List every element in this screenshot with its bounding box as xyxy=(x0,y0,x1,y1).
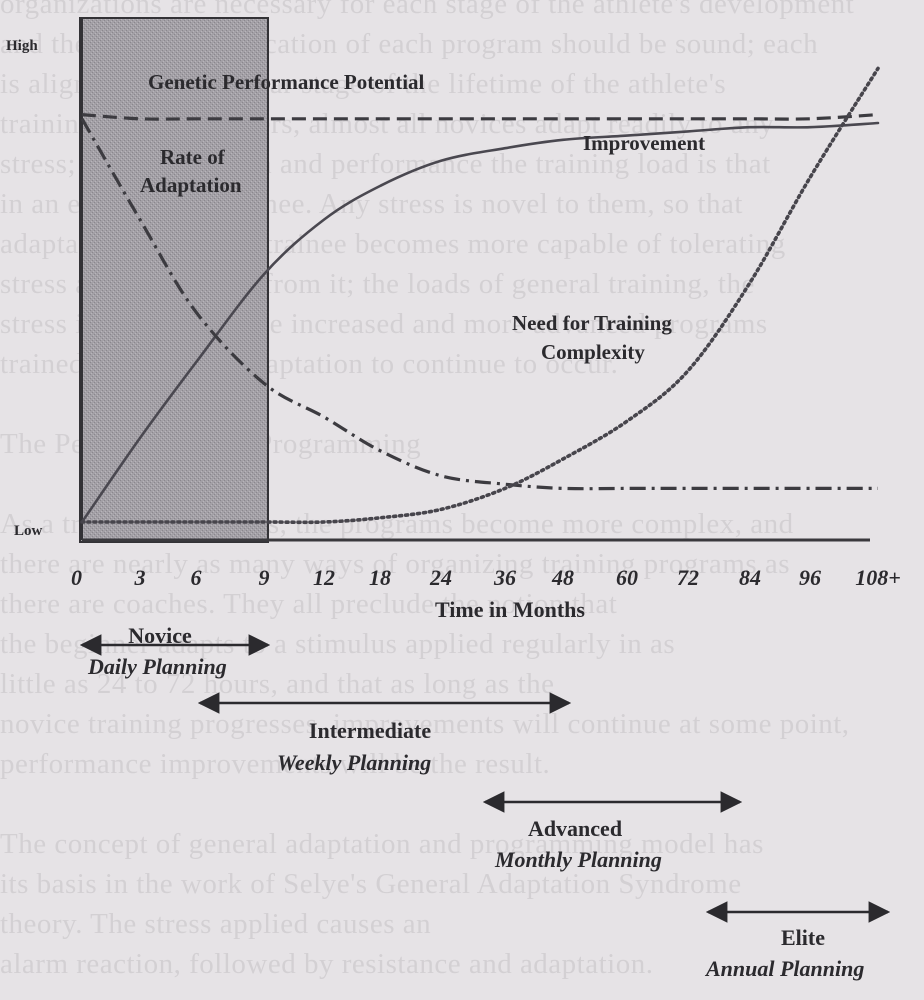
x-tick-label: 3 xyxy=(134,565,146,590)
x-tick-label: 60 xyxy=(616,565,638,590)
stage-name-advanced: Advanced xyxy=(528,816,622,841)
x-axis-label: Time in Months xyxy=(435,597,585,622)
x-tick-label: 12 xyxy=(313,565,335,590)
x-tick-label: 48 xyxy=(551,565,574,590)
x-tick-label: 84 xyxy=(739,565,761,590)
series-line-rate-of-adaptation xyxy=(80,118,878,491)
y-tick-high: High xyxy=(6,38,38,54)
x-tick-label: 18 xyxy=(369,565,391,590)
need-for-complexity-label-1: Need for Training xyxy=(512,311,672,335)
x-tick-label: 0 xyxy=(71,565,82,590)
stage-planning-advanced: Monthly Planning xyxy=(494,847,662,872)
stage-planning-novice: Daily Planning xyxy=(87,654,227,679)
rate-of-adaptation-label-2: Adaptation xyxy=(140,173,242,197)
genetic-potential-label: Genetic Performance Potential xyxy=(148,70,425,94)
stage-name-novice: Novice xyxy=(128,623,192,648)
x-tick-label: 72 xyxy=(677,565,699,590)
improvement-label: Improvement xyxy=(583,131,705,155)
series-lines xyxy=(80,66,880,525)
stage-name-elite: Elite xyxy=(781,925,825,950)
series-line-genetic-performance-potential xyxy=(81,113,879,121)
x-tick-labels: 0 3 6 9 12 18 24 36 48 60 72 84 96 108+ xyxy=(71,565,901,590)
stage-planning-intermediate: Weekly Planning xyxy=(277,750,431,775)
stage-name-intermediate: Intermediate xyxy=(309,718,431,743)
rate-of-adaptation-label-1: Rate of xyxy=(160,145,226,169)
series-line-need-for-training-complexity xyxy=(80,66,880,525)
x-tick-label: 36 xyxy=(493,565,516,590)
series-line-improvement xyxy=(80,121,880,524)
novice-shaded-region xyxy=(79,17,269,543)
stage-planning-elite: Annual Planning xyxy=(704,956,864,981)
y-tick-low: Low xyxy=(14,523,43,539)
x-tick-label: 24 xyxy=(429,565,452,590)
x-tick-label: 9 xyxy=(259,565,270,590)
x-tick-label: 6 xyxy=(191,565,202,590)
training-stages: Novice Daily Planning Intermediate Weekly P… xyxy=(79,623,891,981)
x-tick-label: 108+ xyxy=(855,565,901,590)
need-for-complexity-label-2: Complexity xyxy=(541,340,645,364)
x-tick-label: 96 xyxy=(799,565,821,590)
